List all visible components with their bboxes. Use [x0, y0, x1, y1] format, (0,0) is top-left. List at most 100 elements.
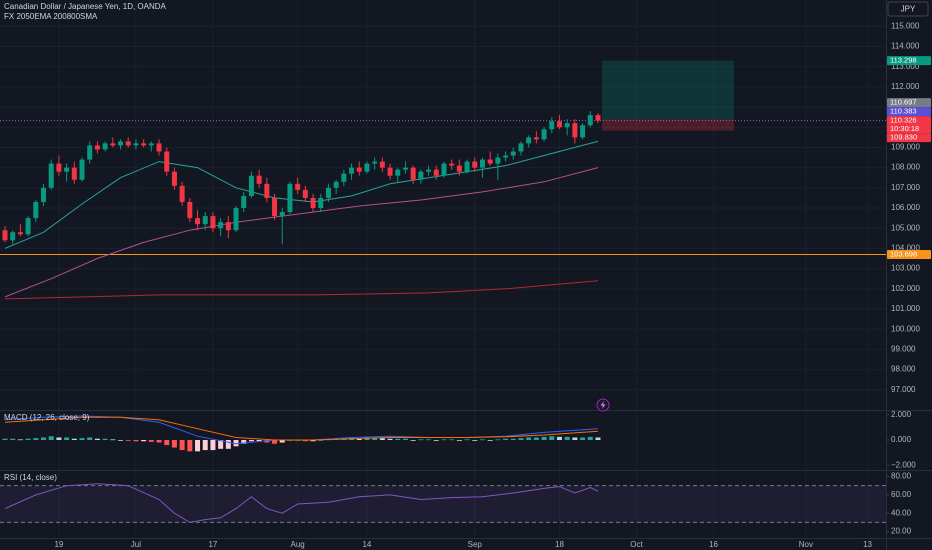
candle-body: [372, 161, 378, 164]
candle-body: [533, 137, 539, 140]
macd-histogram-bar: [64, 437, 70, 440]
price-tick-label: 114.000: [891, 42, 920, 51]
macd-histogram-bar: [580, 437, 586, 440]
candle-body: [441, 163, 447, 176]
macd-histogram-bar: [179, 440, 185, 451]
candle-body: [333, 181, 339, 188]
macd-histogram-bar: [364, 437, 370, 440]
price-tick-label: 80.00: [891, 472, 912, 481]
candle-body: [379, 161, 385, 168]
candle-body: [17, 232, 23, 235]
time-tick-label: 14: [362, 540, 371, 549]
indicator-legend[interactable]: FX 2050EMA 200800SMA: [4, 12, 98, 21]
macd-histogram-bar: [125, 440, 131, 441]
macd-histogram-bar: [164, 440, 170, 446]
macd-histogram-bar: [218, 440, 224, 449]
candle-body: [25, 218, 31, 235]
price-level-label: 113.298: [890, 56, 917, 65]
price-tick-label: 113.000: [891, 62, 920, 71]
macd-title[interactable]: MACD (12, 26, close, 9): [4, 413, 90, 422]
candle-body: [33, 201, 39, 219]
candle-body: [2, 230, 8, 241]
macd-histogram-bar: [210, 440, 216, 451]
macd-histogram-bar: [318, 440, 324, 441]
candle-body: [110, 143, 116, 146]
candle-body: [148, 143, 154, 146]
macd-histogram-bar: [549, 436, 555, 440]
price-tick-label: 109.000: [891, 143, 920, 152]
candle-body: [279, 212, 285, 217]
macd-histogram-bar: [356, 438, 362, 440]
loss-zone: [601, 119, 734, 131]
currency-button[interactable]: [887, 1, 929, 17]
price-tick-label: 106.000: [891, 203, 920, 212]
candle-body: [164, 151, 170, 172]
macd-histogram-bar: [310, 440, 316, 442]
price-tick-label: 115.000: [891, 21, 920, 30]
price-tick-label: 112.000: [891, 82, 920, 91]
symbol-title: Canadian Dollar / Japanese Yen, 1D, OAND…: [4, 2, 167, 11]
candle-body: [141, 143, 147, 146]
candle-body: [572, 123, 578, 138]
candle-body: [487, 159, 493, 164]
candle-body: [79, 159, 85, 180]
macd-histogram-bar: [102, 438, 108, 440]
macd-histogram-bar: [395, 438, 401, 440]
candle-body: [479, 159, 485, 168]
macd-histogram-bar: [556, 436, 562, 440]
time-tick-label: Nov: [799, 540, 813, 549]
candle-body: [210, 216, 216, 229]
macd-histogram-bar: [518, 438, 524, 440]
macd-histogram-bar: [456, 440, 462, 441]
candle-body: [464, 161, 470, 172]
macd-histogram-bar: [248, 440, 254, 442]
price-tick-label: 0.000: [891, 435, 912, 444]
candle-body: [125, 141, 131, 146]
macd-histogram-bar: [472, 440, 478, 441]
macd-histogram-bar: [495, 439, 501, 441]
candle-body: [556, 121, 562, 128]
candle-body: [287, 183, 293, 213]
candle-body: [48, 163, 54, 188]
candle-body: [387, 167, 393, 176]
macd-histogram-bar: [79, 438, 85, 440]
macd-histogram-bar: [195, 440, 201, 452]
price-level-tag: [887, 133, 931, 143]
time-tick-label: Sep: [468, 540, 483, 549]
macd-histogram-bar: [526, 437, 532, 440]
price-tick-label: 100.000: [891, 324, 920, 333]
candle-body: [526, 137, 532, 144]
rsi-title[interactable]: RSI (14, close): [4, 473, 57, 482]
price-tick-label: 20.00: [891, 527, 912, 536]
price-level-tag: [887, 250, 931, 260]
candle-body: [472, 161, 478, 168]
price-level-label: 110.697: [890, 98, 917, 107]
currency-label[interactable]: JPY: [901, 5, 916, 14]
macd-histogram-bar: [533, 437, 539, 440]
time-tick-label: Jul: [131, 540, 141, 549]
candle-body: [595, 115, 601, 121]
price-level-tag: [887, 56, 931, 66]
candle-body: [426, 169, 432, 172]
candle-body: [10, 232, 16, 241]
macd-histogram-bar: [279, 440, 285, 443]
time-tick-label: Aug: [291, 540, 305, 549]
candle-body: [171, 171, 177, 186]
candle-body: [456, 165, 462, 172]
candle-body: [564, 123, 570, 128]
macd-histogram-bar: [87, 437, 93, 440]
candle-body: [133, 143, 139, 146]
price-level-label: 109.830: [890, 133, 917, 142]
candle-body: [580, 125, 586, 138]
macd-histogram-bar: [264, 440, 270, 443]
time-tick-label: 16: [709, 540, 718, 549]
candle-body: [349, 167, 355, 174]
time-tick-label: 19: [54, 540, 63, 549]
lightning-icon[interactable]: [596, 398, 610, 412]
macd-histogram-bar: [587, 436, 593, 440]
macd-histogram-bar: [426, 439, 432, 441]
candle-body: [518, 143, 524, 152]
time-tick-label: 13: [863, 540, 872, 549]
price-tick-label: 97.000: [891, 385, 916, 394]
